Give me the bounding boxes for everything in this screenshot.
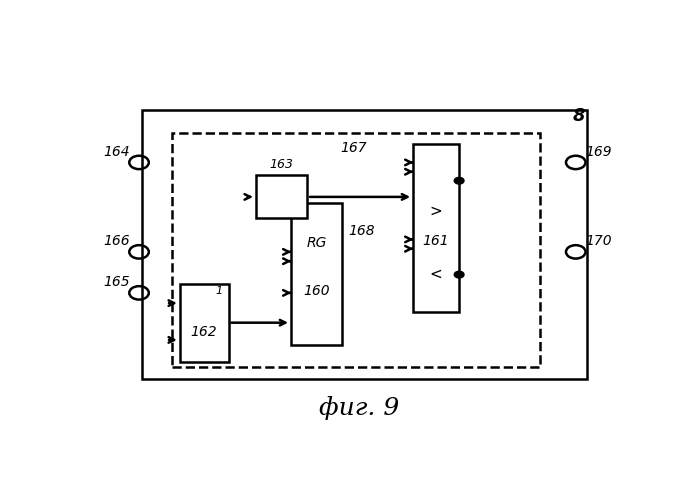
Circle shape — [454, 177, 464, 184]
Bar — [256, 176, 307, 218]
Text: 166: 166 — [103, 234, 130, 248]
Circle shape — [454, 271, 464, 278]
Text: 164: 164 — [103, 145, 130, 159]
Text: 8: 8 — [572, 107, 584, 125]
Text: 165: 165 — [103, 275, 130, 289]
Text: 170: 170 — [585, 234, 612, 248]
Text: фиг. 9: фиг. 9 — [318, 396, 399, 421]
Bar — [413, 144, 459, 312]
Bar — [172, 133, 540, 367]
Text: 161: 161 — [423, 234, 449, 248]
Text: 162: 162 — [191, 325, 218, 339]
Bar — [141, 110, 587, 378]
Text: 168: 168 — [348, 224, 374, 238]
Text: >: > — [430, 203, 442, 218]
Text: <: < — [430, 267, 442, 282]
Bar — [180, 284, 228, 362]
Text: RG: RG — [307, 236, 327, 250]
Text: 169: 169 — [585, 145, 612, 159]
Text: 167: 167 — [340, 141, 367, 155]
Text: 163: 163 — [270, 158, 293, 171]
Text: 160: 160 — [303, 284, 330, 298]
Bar — [291, 203, 342, 345]
Text: 1: 1 — [215, 286, 223, 296]
